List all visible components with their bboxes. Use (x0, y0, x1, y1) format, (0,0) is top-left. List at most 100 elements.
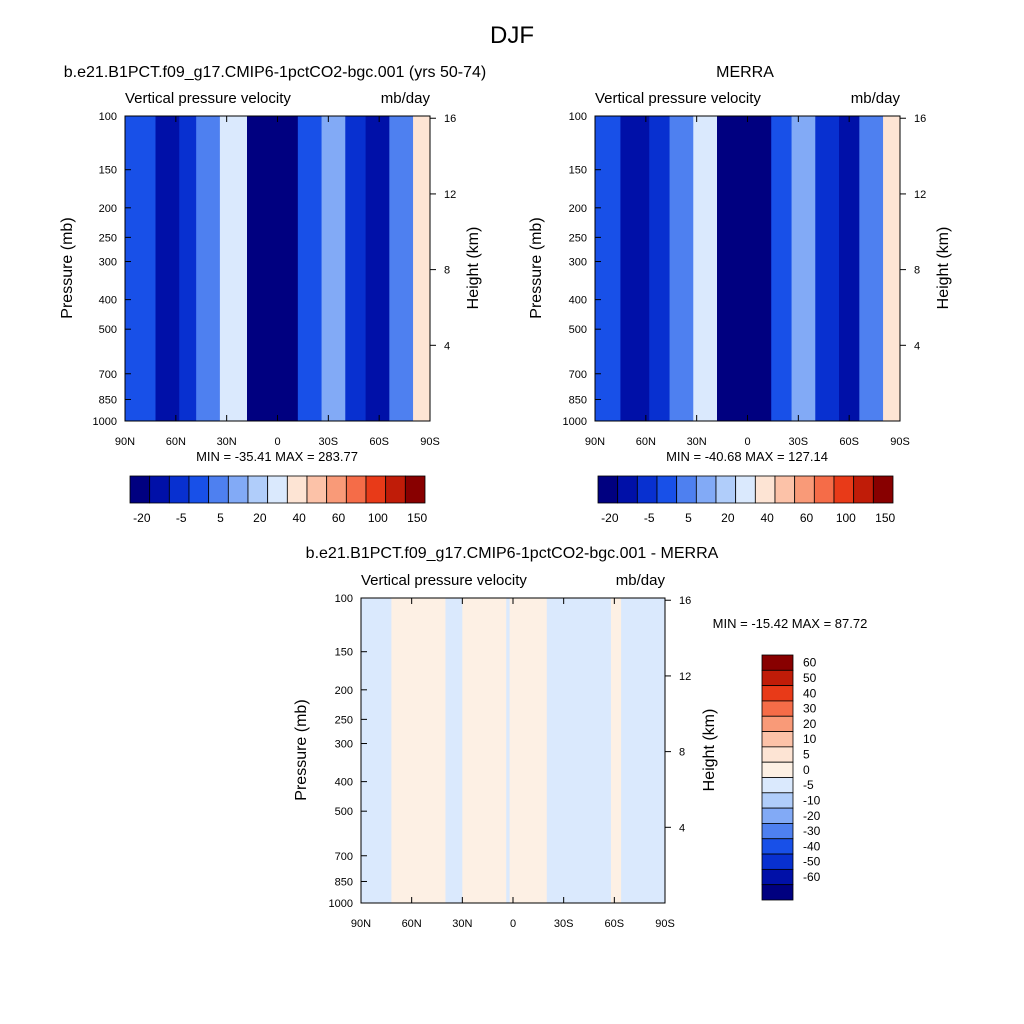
y-tick-label: 250 (99, 232, 117, 244)
y2-tick-label: 4 (914, 340, 920, 352)
contour-band (859, 116, 884, 421)
colorbar-label: 40 (292, 511, 306, 525)
colorbar-label: -50 (803, 855, 821, 869)
contour-band (839, 116, 860, 421)
y-tick-label: 500 (335, 806, 353, 818)
colorbar-label: 0 (803, 763, 810, 777)
colorbar-swatch (761, 838, 794, 855)
colorbar-swatch (676, 475, 697, 504)
y-tick-label: 850 (569, 394, 587, 406)
panel-title: MERRA (716, 64, 774, 81)
x-tick-label: 60N (402, 918, 422, 930)
right-label: mb/day (381, 90, 431, 107)
right-label: mb/day (851, 90, 901, 107)
contour-band (506, 598, 511, 903)
colorbar-swatch (813, 475, 835, 504)
colorbar-label: -10 (803, 793, 821, 807)
colorbar-swatch (774, 475, 796, 504)
colorbar-swatch (715, 475, 737, 504)
y-tick-label: 250 (569, 232, 587, 244)
x-tick-label: 90S (655, 918, 675, 930)
y-tick-label: 700 (335, 851, 353, 863)
colorbar: -20 -5 5 20 40 60 100 150 (129, 475, 427, 525)
colorbar-label: 50 (803, 671, 817, 685)
colorbar-swatch (754, 475, 776, 504)
x-tick-label: 30S (789, 436, 809, 448)
colorbar-label: -5 (803, 778, 814, 792)
colorbar-swatch (761, 685, 794, 702)
colorbar-label: -20 (803, 809, 821, 823)
colorbar-swatch (761, 761, 794, 778)
contour-band (595, 116, 621, 421)
colorbar-swatch (326, 475, 347, 504)
contour-band (669, 116, 694, 421)
colorbar-swatch (833, 475, 855, 504)
colorbar: -20 -5 5 20 40 60 100 150 (597, 475, 895, 525)
contour-band (509, 598, 548, 903)
y-tick-label: 100 (99, 111, 117, 123)
colorbar-label: 30 (803, 702, 817, 716)
colorbar-label: -5 (176, 511, 187, 525)
contour-band (389, 116, 414, 421)
field (595, 116, 901, 421)
contour-band (297, 116, 323, 421)
x-tick-label: 0 (510, 918, 516, 930)
y2-axis-label: Height (km) (935, 227, 952, 310)
left-label: Vertical pressure velocity (595, 90, 761, 107)
min-max-text: MIN = -15.42 MAX = 87.72 (713, 616, 868, 631)
colorbar-swatch (761, 884, 794, 901)
y2-axis-label: Height (km) (465, 227, 482, 310)
colorbar-swatch (761, 715, 794, 732)
contour-band (361, 598, 392, 903)
colorbar-label: -30 (803, 824, 821, 838)
y2-tick-label: 16 (679, 595, 691, 607)
y-tick-label: 850 (99, 394, 117, 406)
colorbar-swatch (267, 475, 288, 504)
x-tick-label: 60S (605, 918, 625, 930)
y2-tick-label: 16 (914, 113, 926, 125)
y2-axis-label: Height (km) (701, 709, 718, 792)
y2-tick-label: 16 (444, 113, 456, 125)
y-axis-label: Pressure (mb) (528, 217, 545, 318)
colorbar-swatch (617, 475, 638, 504)
y-tick-label: 500 (569, 324, 587, 336)
colorbar-label: 20 (253, 511, 267, 525)
y-tick-label: 850 (335, 876, 353, 888)
y-tick-label: 200 (99, 203, 117, 215)
contour-band (179, 116, 197, 421)
y-tick-label: 300 (335, 739, 353, 751)
colorbar-swatch (656, 475, 678, 504)
contour-band (693, 116, 718, 421)
y2-tick-label: 8 (914, 265, 920, 277)
chart-panel-model: b.e21.B1PCT.f09_g17.CMIP6-1pctCO2-bgc.00… (59, 64, 486, 525)
left-label: Vertical pressure velocity (361, 572, 527, 589)
colorbar-swatch (761, 700, 794, 717)
colorbar-swatch (404, 475, 426, 504)
panel-title: b.e21.B1PCT.f09_g17.CMIP6-1pctCO2-bgc.00… (64, 64, 486, 81)
colorbar-swatch (761, 654, 794, 671)
x-tick-label: 60S (839, 436, 859, 448)
x-tick-label: 30N (687, 436, 707, 448)
colorbar-label: 60 (803, 656, 817, 670)
colorbar-swatch (168, 475, 190, 504)
contour-band (219, 116, 248, 421)
chart-panel-obs: MERRA Vertical pressure velocity mb/day 90N… (528, 64, 952, 525)
y2-tick-label: 4 (444, 340, 450, 352)
y2-tick-label: 12 (444, 189, 456, 201)
contour-band (445, 598, 463, 903)
field (125, 116, 431, 421)
colorbar-label: 5 (685, 511, 692, 525)
colorbar-swatch (636, 475, 658, 504)
colorbar-swatch (247, 475, 269, 504)
contour-band (620, 116, 650, 421)
y-tick-label: 700 (569, 369, 587, 381)
colorbar-swatch (188, 475, 210, 504)
contour-band (621, 598, 666, 903)
contour-band (125, 116, 156, 421)
colorbar-swatch (385, 475, 406, 504)
contour-band (649, 116, 671, 421)
y-tick-label: 300 (569, 257, 587, 269)
colorbar-label: 20 (721, 511, 735, 525)
colorbar-label: 60 (800, 511, 814, 525)
